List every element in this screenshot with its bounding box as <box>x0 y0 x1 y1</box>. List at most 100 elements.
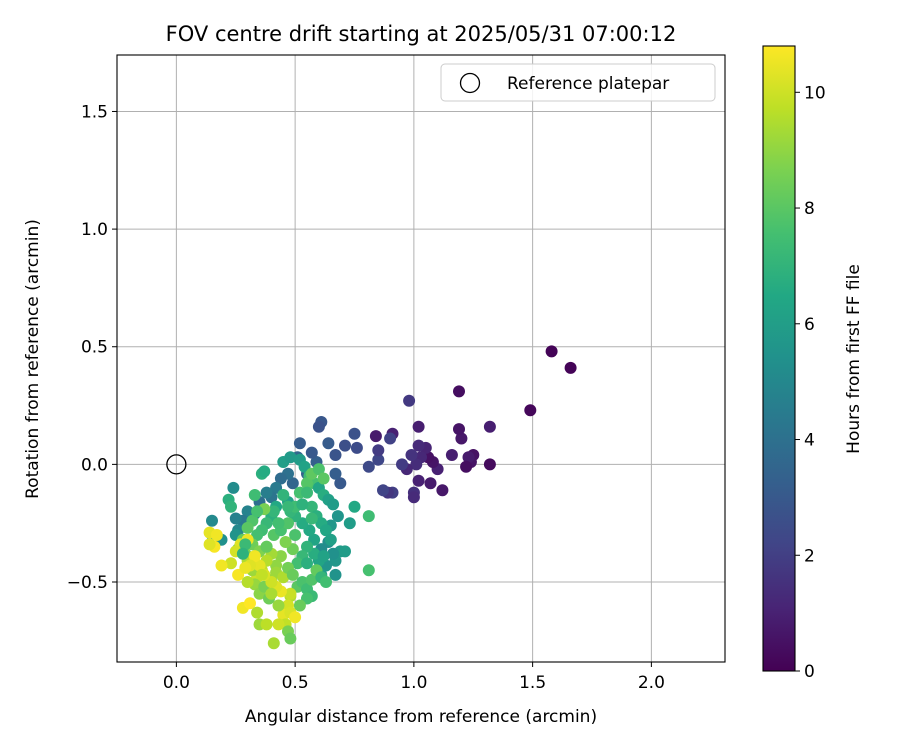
data-point <box>284 632 297 645</box>
data-point <box>329 467 342 480</box>
data-point <box>462 451 475 464</box>
data-point <box>301 486 313 499</box>
colorbar-ticks: 0 2 4 6 8 10 <box>795 83 826 682</box>
data-point <box>305 500 318 513</box>
data-point <box>407 491 420 504</box>
data-point <box>244 597 256 610</box>
data-point <box>277 489 290 501</box>
data-point <box>286 568 299 581</box>
colorbar-tick-label: 2 <box>804 546 815 566</box>
data-point <box>327 498 340 511</box>
data-point <box>350 441 363 454</box>
data-point <box>229 512 242 525</box>
data-point <box>239 538 252 551</box>
data-points <box>203 345 577 650</box>
data-point <box>305 573 318 586</box>
data-point <box>301 477 313 490</box>
data-point <box>255 568 268 581</box>
colorbar-tick-label: 0 <box>804 662 815 682</box>
data-point <box>377 484 389 497</box>
data-point <box>206 514 218 527</box>
data-point <box>453 385 465 398</box>
data-point <box>251 505 264 518</box>
y-tick-label: 1.5 <box>81 102 108 122</box>
data-point <box>301 540 313 553</box>
data-point <box>258 465 271 478</box>
data-point <box>277 571 290 584</box>
data-point <box>483 458 496 471</box>
y-tick-label: 0.5 <box>81 338 108 358</box>
data-point <box>248 550 261 563</box>
data-point <box>396 458 408 471</box>
data-point <box>564 361 577 374</box>
data-point <box>279 536 292 548</box>
data-point <box>248 489 261 501</box>
y-axis-ticks: −0.5 0.0 0.5 1.0 1.5 <box>67 102 117 593</box>
data-point <box>460 460 473 473</box>
data-point <box>301 557 313 570</box>
reference-marker <box>166 454 187 475</box>
data-point <box>369 430 382 443</box>
x-tick-label: 0.5 <box>282 673 309 693</box>
data-point <box>251 529 264 541</box>
data-point <box>372 444 385 457</box>
data-point <box>296 498 309 511</box>
data-point <box>272 618 285 631</box>
data-point <box>322 437 335 450</box>
data-point <box>412 439 425 452</box>
data-point <box>293 437 306 450</box>
data-point <box>274 472 287 485</box>
data-point <box>253 559 266 572</box>
x-tick-label: 1.0 <box>400 673 427 693</box>
data-point <box>225 557 237 570</box>
y-tick-label: 0.0 <box>81 455 108 475</box>
data-point <box>236 547 249 560</box>
data-point <box>343 517 356 530</box>
data-point <box>339 545 351 558</box>
data-point <box>362 564 375 577</box>
data-point <box>291 557 304 570</box>
y-tick-label: −0.5 <box>67 573 108 593</box>
reference-point <box>166 454 187 475</box>
data-point <box>410 458 423 471</box>
data-point <box>329 449 342 461</box>
data-point <box>215 559 228 572</box>
data-point <box>265 587 278 600</box>
colorbar-tick-label: 4 <box>804 431 815 451</box>
data-point <box>241 521 254 534</box>
data-point <box>293 599 306 612</box>
data-point <box>320 576 332 588</box>
data-point <box>362 460 375 473</box>
data-point <box>272 599 285 612</box>
legend-reference-marker <box>459 72 481 94</box>
data-point <box>524 404 537 417</box>
x-axis-label: Angular distance from reference (arcmin) <box>245 707 597 727</box>
legend-box <box>440 63 716 102</box>
x-tick-label: 2.0 <box>638 673 665 693</box>
data-point <box>289 611 302 624</box>
colorbar <box>762 45 796 672</box>
data-point <box>405 449 418 461</box>
data-point <box>203 538 216 551</box>
colorbar-tick-label: 8 <box>804 199 815 219</box>
data-point <box>339 439 351 452</box>
data-point <box>329 568 342 581</box>
data-point <box>324 533 337 546</box>
data-point <box>348 427 361 440</box>
colorbar-tick-label: 10 <box>804 83 826 103</box>
data-point <box>403 394 416 407</box>
data-point <box>284 587 297 600</box>
data-point <box>384 432 397 445</box>
data-point <box>305 446 318 459</box>
data-point <box>282 517 294 530</box>
data-point <box>272 517 285 530</box>
data-point <box>241 576 254 588</box>
data-point <box>286 477 299 490</box>
data-point <box>260 486 273 499</box>
data-point <box>424 477 437 490</box>
colorbar-label: Hours from first FF file <box>844 264 864 454</box>
data-point <box>445 449 458 461</box>
data-point <box>334 477 347 490</box>
data-point <box>305 512 318 525</box>
